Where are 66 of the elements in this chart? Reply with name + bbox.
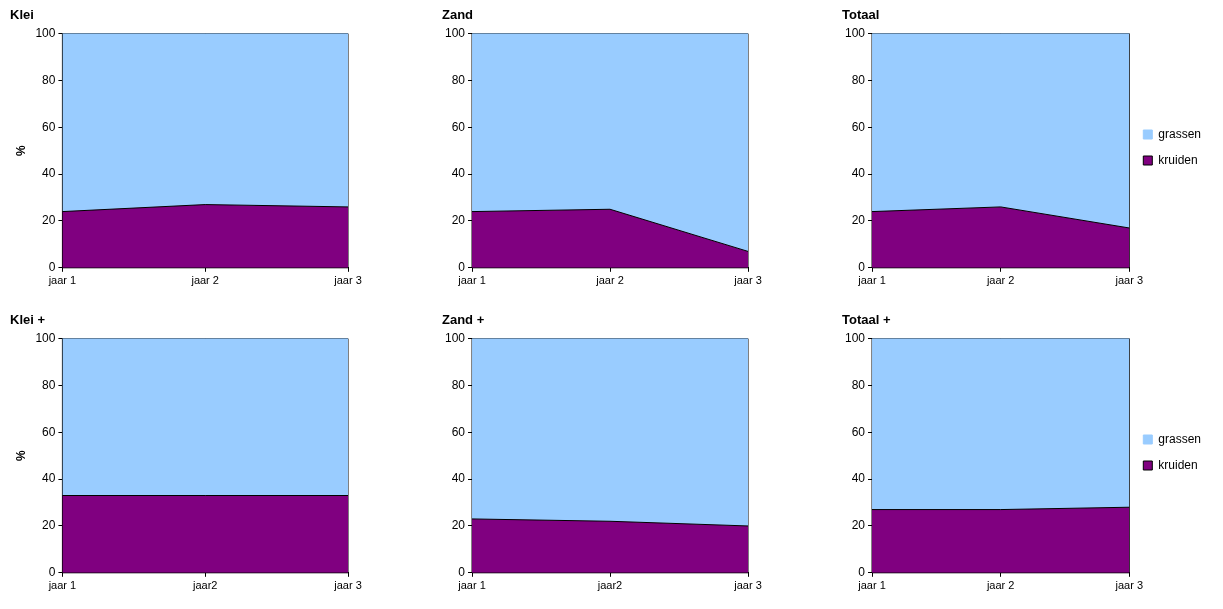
- x-tick-label: jaar 2: [985, 274, 1015, 287]
- x-tick-label: jaar 1: [457, 274, 486, 287]
- y-tick-label: 0: [48, 260, 56, 275]
- y-tick-label: 60: [42, 424, 56, 439]
- y-tick-label: 40: [451, 166, 466, 181]
- x-tick-label: jaar 2: [595, 274, 624, 287]
- y-tick-label: 100: [444, 25, 466, 40]
- x-tick-label: jaar 3: [733, 274, 762, 287]
- y-tick-label: 60: [42, 119, 56, 134]
- y-tick-label: 40: [42, 471, 56, 486]
- x-tick-label: jaar 1: [457, 579, 486, 592]
- x-tick-label: jaar 3: [333, 579, 362, 592]
- y-tick-label: 60: [851, 119, 866, 134]
- y-tick-label: 100: [444, 330, 466, 345]
- y-tick-label: 80: [42, 377, 56, 392]
- y-tick-label: 60: [451, 424, 466, 439]
- chart-title: Zand +: [442, 312, 485, 328]
- y-tick-label: 60: [851, 424, 866, 439]
- y-tick-label: 40: [451, 471, 466, 486]
- x-tick-label: jaar 2: [190, 274, 219, 287]
- y-axis-title: %: [13, 450, 28, 462]
- y-tick-label: 0: [458, 260, 466, 275]
- chart-title: Zand: [442, 7, 474, 23]
- y-tick-label: 20: [851, 518, 866, 533]
- x-tick-label: jaar 2: [985, 579, 1015, 592]
- y-tick-label: 20: [42, 213, 56, 228]
- chart-title: Totaal +: [842, 312, 891, 328]
- y-tick-label: 0: [858, 565, 866, 580]
- x-tick-label: jaar 3: [333, 274, 362, 287]
- x-tick-label: jaar 1: [47, 274, 77, 287]
- y-tick-label: 100: [844, 25, 866, 40]
- chart-title: Klei: [10, 7, 34, 23]
- y-tick-label: 20: [451, 213, 466, 228]
- y-tick-label: 0: [858, 260, 866, 275]
- legend-label: grassen: [1158, 431, 1202, 446]
- x-tick-label: jaar 1: [47, 579, 77, 592]
- y-tick-label: 100: [35, 330, 56, 345]
- legend-label: kruiden: [1158, 152, 1198, 167]
- y-tick-label: 0: [48, 565, 56, 580]
- chart-title: Klei +: [10, 312, 46, 328]
- x-tick-label: jaar 1: [857, 274, 886, 287]
- x-tick-label: jaar 3: [1114, 579, 1144, 592]
- y-tick-label: 0: [458, 565, 466, 580]
- y-tick-label: 20: [451, 518, 466, 533]
- y-tick-label: 40: [851, 471, 866, 486]
- y-tick-label: 80: [451, 377, 466, 392]
- y-tick-label: 100: [35, 25, 56, 40]
- y-tick-label: 40: [42, 166, 56, 181]
- x-tick-label: jaar2: [191, 579, 218, 592]
- x-tick-label: jaar 3: [733, 579, 762, 592]
- chart-title: Totaal: [842, 7, 880, 23]
- legend-label: grassen: [1158, 126, 1202, 141]
- y-tick-label: 40: [851, 166, 866, 181]
- y-tick-label: 20: [42, 518, 56, 533]
- y-tick-label: 100: [844, 330, 866, 345]
- y-tick-label: 80: [451, 72, 466, 87]
- y-tick-label: 80: [42, 72, 56, 87]
- y-tick-label: 20: [851, 213, 866, 228]
- y-axis-title: %: [13, 145, 28, 157]
- x-tick-label: jaar2: [596, 579, 623, 592]
- x-tick-label: jaar 1: [857, 579, 886, 592]
- y-tick-label: 80: [851, 72, 866, 87]
- legend-label: kruiden: [1158, 457, 1198, 472]
- x-tick-label: jaar 3: [1114, 274, 1144, 287]
- y-tick-label: 80: [851, 377, 866, 392]
- y-tick-label: 60: [451, 119, 466, 134]
